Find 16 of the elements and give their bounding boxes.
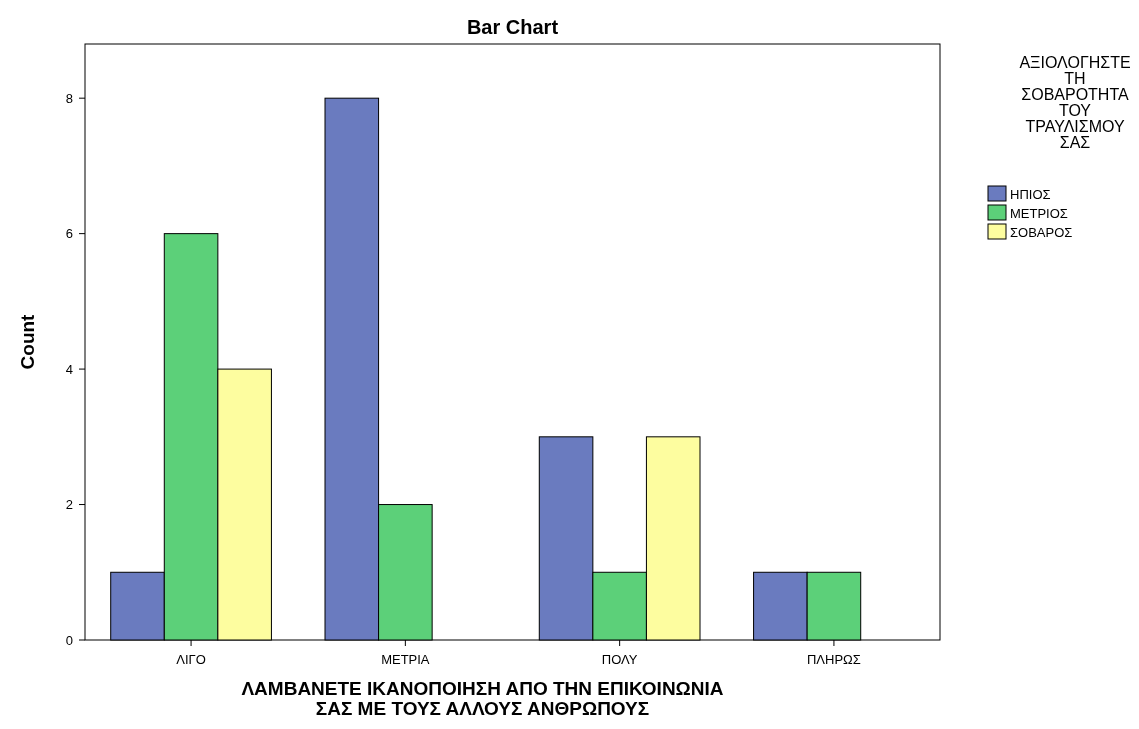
chart-title: Bar Chart: [466, 16, 559, 38]
y-tick-label: 8: [65, 90, 73, 106]
legend-title: ΑΞΙΟΛΟΓΗΣΤΕ ΤΗ ΣΟΒΑΡΟΤΗΤΑ ΤΟΥ ΤΡΑΥΛΙΣΜΟΥ ΣΑΣ: [1019, 54, 1131, 151]
x-tick-label: ΛΙΓΟ: [176, 652, 206, 667]
legend-label: ΜΕΤΡΙΟΣ: [1010, 205, 1068, 221]
x-tick-label: ΜΕΤΡΙΑ: [381, 652, 430, 667]
x-tick-label: ΠΛΗΡΩΣ: [806, 652, 861, 667]
x-axis-title: ΛΑΜΒΑΝΕΤΕ ΙΚΑΝΟΠΟΙΗΣΗ ΑΠΟ ΤΗΝ ΕΠΙΚΟΙΝΩΝΙΑ ΣΑΣ ΜΕ ΤΟΥΣ ΑΛΛΟΥΣ ΑΝΘΡΩΠΟΥΣ: [241, 678, 724, 719]
y-tick-label: 4: [65, 361, 73, 377]
x-tick-label: ΠΟΛΥ: [601, 652, 638, 667]
y-axis-title: Count: [17, 313, 38, 370]
legend-label: ΗΠΙΟΣ: [1010, 186, 1051, 202]
legend-label: ΣΟΒΑΡΟΣ: [1010, 224, 1073, 240]
y-tick-label: 2: [65, 497, 73, 513]
y-tick-label: 0: [65, 632, 73, 648]
y-tick-label: 6: [65, 226, 73, 242]
